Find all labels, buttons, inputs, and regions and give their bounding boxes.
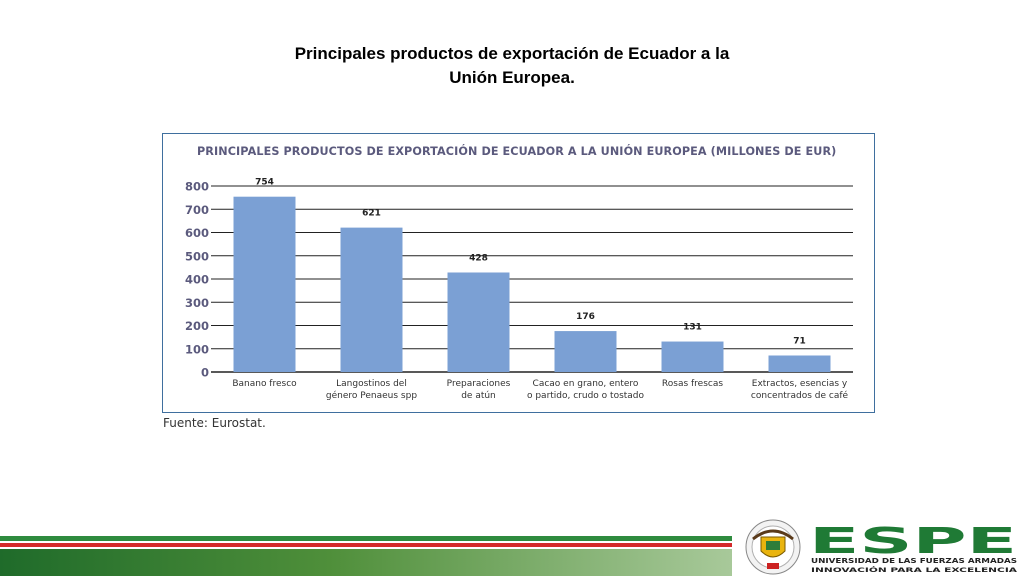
footer-stripe-green <box>0 536 732 541</box>
data-label: 176 <box>576 312 595 322</box>
x-tick-label: Langostinos del <box>336 379 407 389</box>
espe-wordmark: ESPE <box>809 521 1017 562</box>
y-tick-label: 500 <box>185 249 209 263</box>
x-tick-label: Cacao en grano, entero <box>533 379 639 389</box>
y-tick-label: 600 <box>185 226 209 240</box>
source-note: Fuente: Eurostat. <box>163 416 266 430</box>
data-label: 428 <box>469 253 488 263</box>
y-tick-label: 0 <box>201 366 209 380</box>
x-tick-label: Rosas frescas <box>662 379 723 389</box>
bar-chart: 0 100 200 300 400 500 600 700 800 754 Banano fresc… <box>185 178 853 401</box>
espe-seal-icon <box>745 519 801 575</box>
y-tick-label: 100 <box>185 342 209 356</box>
x-tick-label: género Penaeus spp <box>326 390 417 401</box>
bar <box>340 227 403 372</box>
footer-stripe-gradient <box>0 549 732 576</box>
bar <box>233 196 296 372</box>
y-tick-label: 300 <box>185 296 209 310</box>
x-tick-label: o partido, crudo o tostado <box>527 391 645 401</box>
y-tick-label: 200 <box>185 319 209 333</box>
bar <box>447 272 510 372</box>
espe-subtitle-2: INNOVACIÓN PARA LA EXCELENCIA <box>811 565 1017 574</box>
bar <box>661 341 724 372</box>
espe-subtitle-1: UNIVERSIDAD DE LAS FUERZAS ARMADAS <box>811 557 1017 565</box>
slide-title-line-2: Unión Europea. <box>449 68 575 87</box>
slide-title: Principales productos de exportación de … <box>212 42 812 90</box>
x-tick-label: Preparaciones <box>447 379 511 389</box>
chart-frame: PRINCIPALES PRODUCTOS DE EXPORTACIÓN DE … <box>162 133 875 413</box>
slide-title-line-1: Principales productos de exportación de … <box>294 44 730 63</box>
data-label: 71 <box>793 336 806 346</box>
x-tick-label: concentrados de café <box>751 390 849 401</box>
y-tick-label: 400 <box>185 273 209 287</box>
bar <box>554 331 617 372</box>
x-tick-label: de atún <box>461 391 496 401</box>
footer-stripes <box>0 528 732 576</box>
data-label: 131 <box>683 323 702 333</box>
footer-stripe-red <box>0 543 732 547</box>
chart-title: PRINCIPALES PRODUCTOS DE EXPORTACIÓN DE … <box>197 145 837 158</box>
data-label: 754 <box>255 178 274 188</box>
bar <box>768 355 831 372</box>
espe-logo: ESPE UNIVERSIDAD DE LAS FUERZAS ARMADAS … <box>745 519 1017 575</box>
x-tick-label: Extractos, esencias y <box>752 379 848 389</box>
y-tick-label: 700 <box>185 203 209 217</box>
x-tick-label: Banano fresco <box>232 379 297 389</box>
data-label: 621 <box>362 209 381 219</box>
y-tick-label: 800 <box>185 180 209 194</box>
